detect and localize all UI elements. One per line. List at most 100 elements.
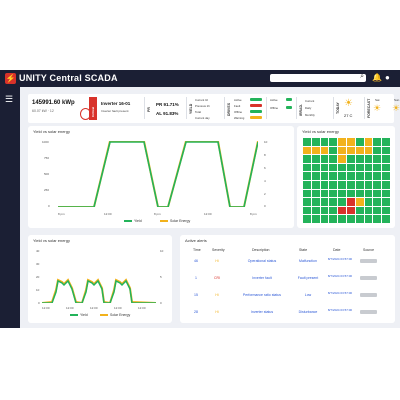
heatmap-cell[interactable]	[364, 163, 373, 172]
heatmap-cell[interactable]	[373, 163, 382, 172]
heatmap-cell[interactable]	[355, 215, 364, 223]
search-input[interactable]: ⌕	[270, 73, 366, 82]
heatmap-cell[interactable]	[382, 155, 390, 163]
heatmap-cell[interactable]	[355, 189, 364, 198]
heatmap-cell[interactable]	[338, 198, 346, 206]
heatmap-cell[interactable]	[373, 172, 382, 180]
heatmap-cell[interactable]	[347, 155, 355, 163]
heatmap-cell[interactable]	[364, 181, 373, 189]
heatmap-cell[interactable]	[320, 206, 329, 215]
heatmap-cell[interactable]	[347, 181, 355, 189]
col-header-source[interactable]: Source	[363, 248, 375, 252]
heatmap-cell[interactable]	[347, 206, 355, 215]
heatmap-cell[interactable]	[347, 198, 355, 206]
heatmap-cell[interactable]	[303, 181, 311, 189]
heatmap-cell[interactable]	[329, 198, 338, 206]
heatmap-cell[interactable]	[329, 172, 338, 180]
legend-solar[interactable]: Solar Energy	[160, 219, 190, 223]
legend-yield[interactable]: Yield	[70, 313, 88, 317]
heatmap-cell[interactable]	[320, 189, 329, 198]
heatmap-cell[interactable]	[303, 206, 311, 215]
heatmap-cell[interactable]	[329, 163, 338, 172]
heatmap-cell[interactable]	[329, 189, 338, 198]
heatmap-cell[interactable]	[355, 198, 364, 206]
heatmap-cell[interactable]	[347, 189, 355, 198]
heatmap-cell[interactable]	[303, 155, 311, 163]
heatmap-cell[interactable]	[373, 138, 382, 146]
heatmap-cell[interactable]	[320, 138, 329, 146]
heatmap-cell[interactable]	[311, 138, 320, 146]
heatmap-cell[interactable]	[338, 172, 346, 180]
heatmap-cell[interactable]	[364, 138, 373, 146]
heatmap-cell[interactable]	[338, 138, 346, 146]
heatmap-cell[interactable]	[311, 163, 320, 172]
heatmap-cell[interactable]	[338, 155, 346, 163]
heatmap-cell[interactable]	[382, 163, 390, 172]
heatmap-cell[interactable]	[329, 138, 338, 146]
heatmap-cell[interactable]	[311, 155, 320, 163]
heatmap-cell[interactable]	[303, 215, 311, 223]
heatmap-cell[interactable]	[320, 215, 329, 223]
heatmap-cell[interactable]	[355, 172, 364, 180]
heatmap-cell[interactable]	[382, 138, 390, 146]
heatmap-cell[interactable]	[355, 138, 364, 146]
heatmap-cell[interactable]	[382, 146, 390, 155]
heatmap-cell[interactable]	[382, 189, 390, 198]
heatmap-cell[interactable]	[355, 155, 364, 163]
heatmap-cell[interactable]	[364, 206, 373, 215]
col-header-severity[interactable]: Severity	[212, 248, 225, 252]
heatmap-cell[interactable]	[373, 206, 382, 215]
col-header-time[interactable]: Time	[193, 248, 201, 252]
heatmap-cell[interactable]	[347, 138, 355, 146]
heatmap-cell[interactable]	[364, 198, 373, 206]
heatmap-cell[interactable]	[355, 206, 364, 215]
heatmap-cell[interactable]	[329, 206, 338, 215]
heatmap-cell[interactable]	[329, 181, 338, 189]
col-header-description[interactable]: Description	[252, 248, 270, 252]
heatmap-cell[interactable]	[320, 172, 329, 180]
heatmap-cell[interactable]	[364, 189, 373, 198]
heatmap-cell[interactable]	[347, 215, 355, 223]
heatmap-cell[interactable]	[382, 198, 390, 206]
heatmap-cell[interactable]	[311, 198, 320, 206]
heatmap-cell[interactable]	[382, 172, 390, 180]
heatmap-cell[interactable]	[320, 163, 329, 172]
heatmap-cell[interactable]	[303, 163, 311, 172]
heatmap-cell[interactable]	[311, 215, 320, 223]
heatmap-cell[interactable]	[320, 155, 329, 163]
heatmap-cell[interactable]	[355, 163, 364, 172]
heatmap-cell[interactable]	[347, 163, 355, 172]
heatmap-cell[interactable]	[373, 155, 382, 163]
heatmap-cell[interactable]	[373, 189, 382, 198]
col-header-date[interactable]: Date	[333, 248, 341, 252]
user-icon[interactable]: ●	[385, 73, 390, 82]
heatmap-cell[interactable]	[329, 146, 338, 155]
heatmap-cell[interactable]	[338, 189, 346, 198]
heatmap-cell[interactable]	[303, 198, 311, 206]
heatmap-cell[interactable]	[373, 181, 382, 189]
heatmap-cell[interactable]	[338, 163, 346, 172]
heatmap-cell[interactable]	[364, 215, 373, 223]
heatmap-cell[interactable]	[303, 172, 311, 180]
menu-icon[interactable]: ☰	[5, 94, 14, 104]
heatmap-cell[interactable]	[320, 181, 329, 189]
heatmap-cell[interactable]	[303, 146, 311, 155]
heatmap-cell[interactable]	[355, 146, 364, 155]
heatmap-cell[interactable]	[329, 215, 338, 223]
bell-icon[interactable]: 🔔	[372, 73, 382, 82]
heatmap-cell[interactable]	[311, 181, 320, 189]
inverter-name[interactable]: Inverter 16-01	[101, 101, 131, 106]
heatmap-cell[interactable]	[347, 172, 355, 180]
heatmap-cell[interactable]	[338, 215, 346, 223]
heatmap-cell[interactable]	[373, 215, 382, 223]
heatmap-cell[interactable]	[303, 189, 311, 198]
heatmap-cell[interactable]	[373, 198, 382, 206]
heatmap-cell[interactable]	[382, 181, 390, 189]
heatmap-cell[interactable]	[364, 172, 373, 180]
heatmap-cell[interactable]	[320, 198, 329, 206]
heatmap-cell[interactable]	[355, 181, 364, 189]
heatmap-cell[interactable]	[311, 146, 320, 155]
heatmap-cell[interactable]	[364, 155, 373, 163]
heatmap-cell[interactable]	[303, 138, 311, 146]
legend-yield[interactable]: Yield	[124, 219, 142, 223]
